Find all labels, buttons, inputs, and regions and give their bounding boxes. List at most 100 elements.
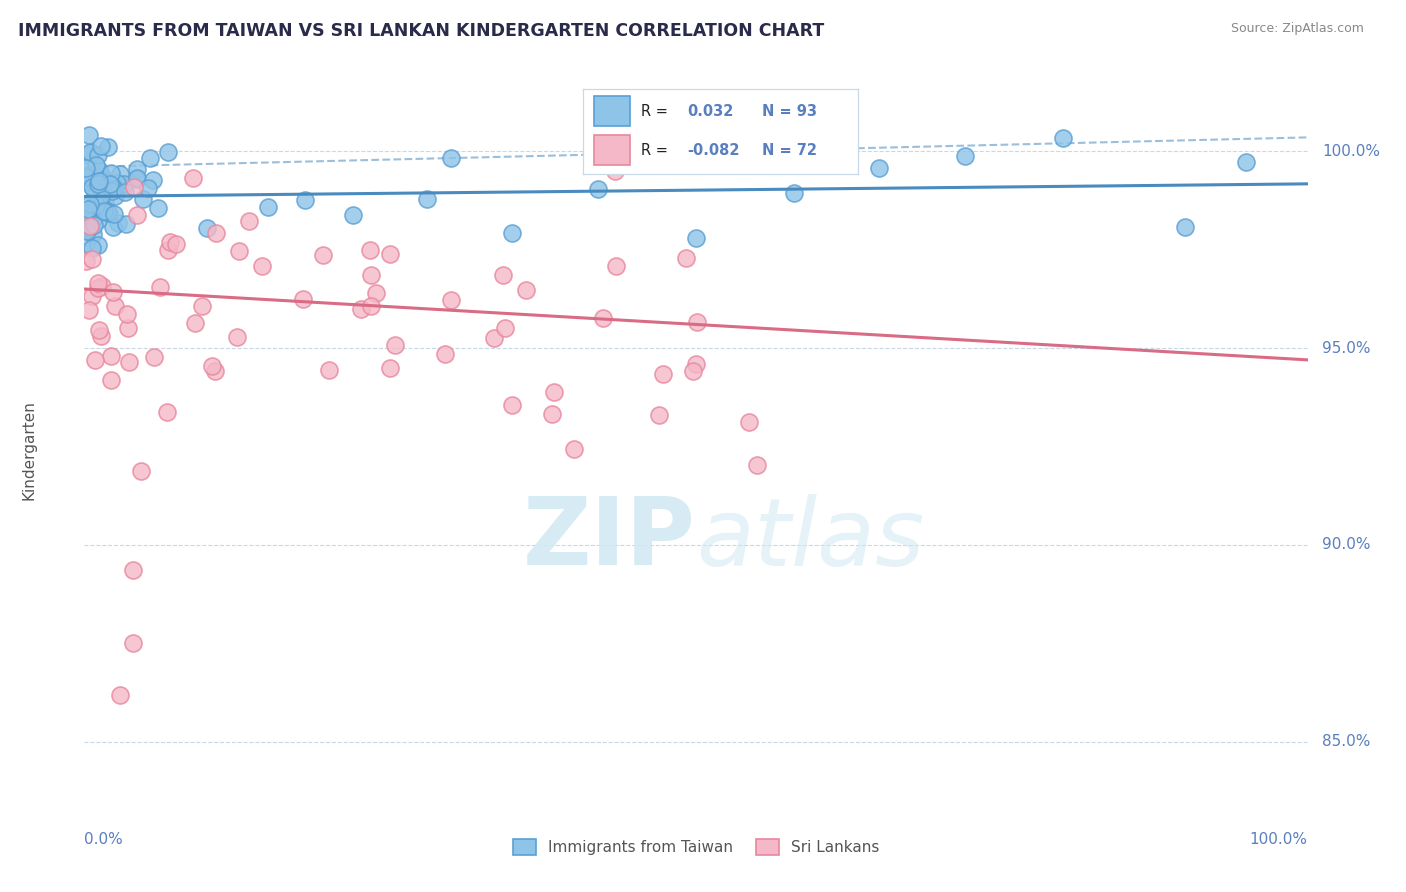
Point <box>737 415 759 429</box>
Point <box>75 220 97 235</box>
Point <box>783 186 806 200</box>
Point <box>156 243 179 257</box>
Point <box>86 148 108 162</box>
Point <box>75 161 97 175</box>
Text: R =: R = <box>641 143 668 158</box>
Point <box>86 195 108 210</box>
Point <box>90 169 112 183</box>
Point <box>125 171 148 186</box>
Point <box>586 182 609 196</box>
Point <box>491 268 513 282</box>
Point <box>80 169 103 184</box>
Point <box>146 201 169 215</box>
Point <box>122 179 145 194</box>
Point <box>103 207 125 221</box>
Point <box>562 442 585 457</box>
Point <box>195 220 218 235</box>
Point <box>104 299 127 313</box>
Point <box>416 192 439 206</box>
Point <box>89 193 111 207</box>
Point <box>103 182 125 196</box>
Point <box>157 145 180 160</box>
Point <box>84 198 107 212</box>
Point <box>104 189 127 203</box>
Point <box>101 219 124 234</box>
Point <box>682 364 704 378</box>
Point <box>97 140 120 154</box>
Point <box>183 170 205 185</box>
Point <box>1052 130 1074 145</box>
Point <box>675 251 697 265</box>
Point <box>73 211 96 225</box>
Text: 95.0%: 95.0% <box>1322 341 1371 356</box>
Point <box>605 164 627 178</box>
Point <box>108 688 131 702</box>
Point <box>86 199 108 213</box>
Point <box>93 195 115 210</box>
Point <box>494 321 516 335</box>
Point <box>83 183 105 197</box>
Point <box>380 361 402 376</box>
Point <box>204 364 226 378</box>
Point <box>238 214 260 228</box>
Point <box>543 384 565 399</box>
Point <box>953 149 976 163</box>
Point <box>360 300 382 314</box>
Point <box>129 464 152 478</box>
Point <box>592 311 614 326</box>
Point <box>91 279 114 293</box>
Point <box>98 178 121 192</box>
Point <box>79 219 101 233</box>
Text: 0.0%: 0.0% <box>84 832 124 847</box>
Point <box>87 276 110 290</box>
Point <box>96 205 118 219</box>
Point <box>156 404 179 418</box>
Point <box>747 458 769 472</box>
FancyBboxPatch shape <box>595 96 630 127</box>
Point <box>360 268 382 282</box>
Point <box>87 200 110 214</box>
Point <box>502 399 524 413</box>
Text: atlas: atlas <box>696 494 924 585</box>
Point <box>90 328 112 343</box>
Point <box>117 321 139 335</box>
Point <box>384 338 406 352</box>
Point <box>250 260 273 274</box>
Point <box>165 237 187 252</box>
Point <box>87 174 110 188</box>
Point <box>76 169 98 183</box>
Point <box>83 196 105 211</box>
Point <box>87 238 110 252</box>
Point <box>77 303 100 318</box>
Point <box>75 254 97 268</box>
Text: R =: R = <box>641 103 668 119</box>
Text: 100.0%: 100.0% <box>1322 144 1381 159</box>
Point <box>82 241 104 255</box>
Point <box>83 211 105 226</box>
Point <box>100 184 122 198</box>
Legend: Immigrants from Taiwan, Sri Lankans: Immigrants from Taiwan, Sri Lankans <box>506 833 886 861</box>
Point <box>80 203 103 218</box>
Point <box>100 349 122 363</box>
Point <box>121 563 143 577</box>
Point <box>90 189 112 203</box>
Point <box>114 185 136 199</box>
Point <box>87 281 110 295</box>
Point <box>107 216 129 230</box>
Point <box>541 407 564 421</box>
Text: 0.032: 0.032 <box>688 103 734 119</box>
Point <box>93 204 115 219</box>
Point <box>142 173 165 187</box>
Point <box>83 353 105 368</box>
Point <box>90 195 112 210</box>
Point <box>118 355 141 369</box>
Point <box>191 300 214 314</box>
Text: ZIP: ZIP <box>523 493 696 585</box>
Point <box>90 187 112 202</box>
Point <box>112 177 135 191</box>
Point <box>75 236 97 251</box>
Point <box>87 322 110 336</box>
Point <box>1174 219 1197 234</box>
Point <box>294 193 316 207</box>
Point <box>648 408 671 422</box>
